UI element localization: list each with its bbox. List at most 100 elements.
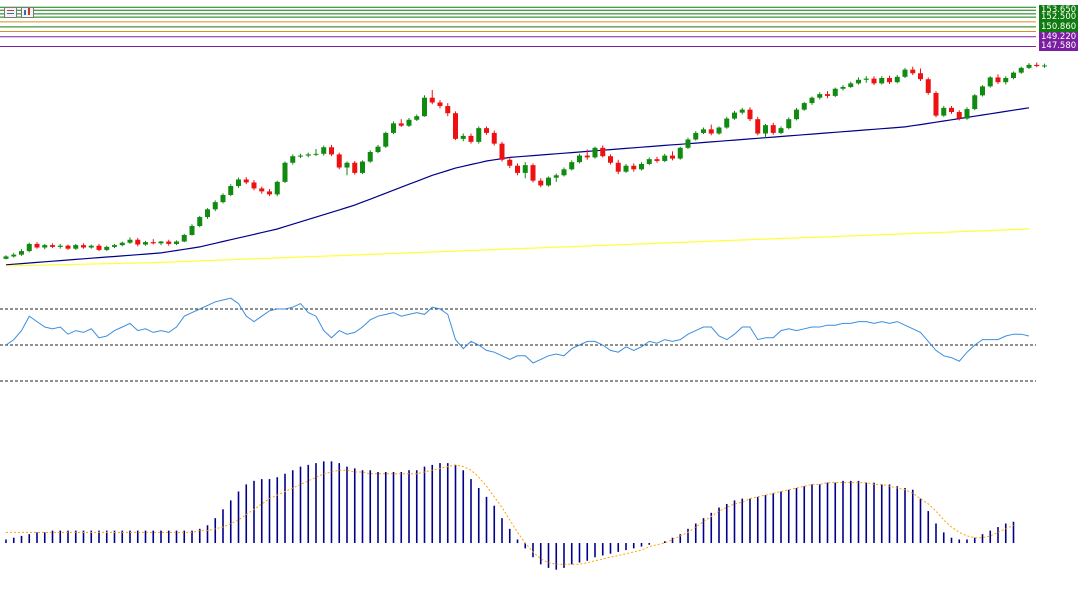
candle-body [290,156,296,163]
candle-body [732,112,737,119]
candle-body [871,78,877,84]
candle-body [941,107,947,116]
candle-body [429,97,435,103]
candle-body [321,147,327,154]
ma-fast-line [5,107,1030,266]
candle-body [484,128,489,133]
candle-body [592,147,598,158]
candle-body [530,165,536,181]
candle-body [910,69,916,74]
candle-body [228,186,234,195]
indicators-button[interactable] [21,7,34,18]
candle-body [825,94,830,96]
candle-body [553,175,559,178]
candle-body [716,127,722,134]
candle-body [786,119,792,129]
candle-body [3,256,9,259]
candle-body [119,242,125,246]
candle-body [414,116,420,120]
candle-body [956,112,962,119]
candle-body [902,69,908,77]
candle-body [987,77,993,87]
price-level-lines [0,6,1036,47]
candle-body [267,191,272,195]
candle-body [476,128,482,142]
candle-body [770,125,776,133]
candle-body [460,135,466,139]
price-level-label: 152.500 [1039,12,1078,23]
candle-body [329,147,334,155]
candle-body [243,179,249,183]
candle-body [189,226,195,235]
candle-body [724,118,730,128]
candle-body [274,181,280,195]
candle-body [561,169,567,176]
ma-slow-line [5,228,1030,267]
candle-body [88,245,94,248]
candle-body [360,161,365,173]
candle-body [468,135,474,142]
candle-body [662,155,668,161]
price-level-label: 149.220 [1039,31,1078,42]
candle-body [879,78,885,84]
candle-body [166,241,172,244]
candle-body [654,159,660,161]
candle-body [197,217,203,227]
candle-body [50,245,55,247]
chart-properties-button[interactable] [4,7,17,18]
candle-body [747,109,753,120]
moving-averages [5,107,1030,267]
candle-body [569,162,575,170]
candle-body [26,243,32,252]
candle-body [918,73,923,80]
candle-body [104,246,110,250]
candle-body [499,143,505,160]
candle-body [42,245,48,248]
candle-body [863,78,869,80]
candle-body [174,241,179,244]
candle-body [809,97,815,104]
candle-body [522,165,528,173]
macd-panel [5,461,1015,570]
candle-body [1018,67,1024,73]
price-level-label: 147.580 [1039,41,1078,52]
candle-body [352,162,358,173]
candle-body [832,88,838,96]
candle-body [34,243,40,248]
candle-body [282,162,288,182]
candle-body [615,162,621,172]
candlesticks [3,62,1047,260]
candle-body [158,241,164,244]
candle-body [763,125,768,134]
candle-body [251,182,257,189]
candle-body [840,86,846,89]
candle-body [794,109,799,120]
candle-body [445,106,451,114]
candle-body [631,165,637,170]
candle-body [391,123,396,133]
candle-body [600,147,606,157]
candle-body [801,103,807,110]
candle-body [894,76,900,83]
candle-body [995,77,1001,83]
candle-body [577,155,582,163]
candle-body [778,128,784,133]
candle-body [608,156,613,163]
candle-body [646,159,652,164]
candle-body [181,234,187,242]
candle-body [933,92,939,116]
candle-body [964,109,970,119]
candle-body [701,129,706,133]
candle-body [135,239,141,245]
candle-body [236,179,241,187]
rsi-panel [0,297,1036,382]
candle-body [398,123,404,126]
candle-body [298,155,303,157]
candle-body [685,139,691,148]
candle-body [693,132,699,140]
candle-body [344,162,350,168]
price-level-label: 153.650 [1039,5,1078,16]
rsi-line [5,297,1030,364]
candle-body [887,78,892,83]
